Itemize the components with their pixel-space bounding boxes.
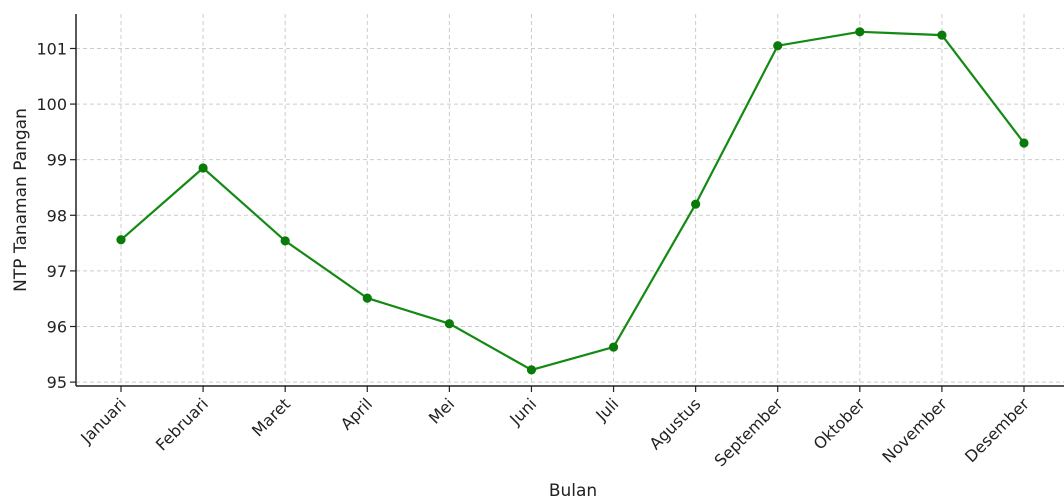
y-axis-ticks: 95 96 97 98 99 100 101 (36, 39, 76, 392)
x-tick-label: November (878, 394, 951, 467)
data-point (773, 41, 783, 51)
data-point (855, 27, 865, 37)
x-tick-label: April (337, 394, 376, 433)
data-point (937, 30, 947, 40)
x-tick-label: Desember (961, 394, 1033, 466)
y-tick-label: 99 (47, 151, 67, 170)
y-tick-label: 95 (47, 373, 67, 392)
y-gridlines (76, 47, 1064, 383)
x-tick-label: Oktober (810, 394, 869, 453)
y-tick-label: 96 (47, 318, 67, 337)
data-point (1019, 138, 1029, 148)
y-axis-title: NTP Tanaman Pangan (11, 108, 31, 292)
y-tick-label: 100 (36, 95, 67, 114)
y-tick-label: 101 (36, 39, 67, 58)
x-axis-title: Bulan (549, 481, 597, 499)
series-points (116, 27, 1029, 375)
data-point (691, 199, 701, 209)
data-point (116, 235, 126, 245)
x-tick-label: Mei (425, 394, 458, 427)
x-gridlines (120, 14, 1025, 386)
x-tick-label: Februari (152, 394, 212, 454)
x-tick-label: Maret (248, 394, 294, 440)
data-point (444, 319, 454, 329)
x-tick-label: Januari (76, 394, 129, 447)
x-tick-label: Juli (591, 394, 622, 425)
data-point (608, 342, 619, 352)
y-tick-label: 98 (47, 206, 67, 225)
x-tick-label: Agustus (646, 394, 705, 453)
data-point (526, 365, 537, 375)
x-tick-label: September (711, 394, 787, 470)
data-point (362, 293, 372, 303)
y-tick-label: 97 (47, 262, 67, 281)
data-point (280, 236, 290, 246)
plot-area: 95 96 97 98 99 100 101 Januari Februari Maret Apr… (36, 14, 1064, 470)
data-point (198, 163, 208, 173)
x-axis-ticks: Januari Februari Maret April Mei Juni Juli Agus… (76, 386, 1033, 470)
series-line (120, 30, 1025, 372)
x-tick-label: Juni (505, 394, 540, 429)
